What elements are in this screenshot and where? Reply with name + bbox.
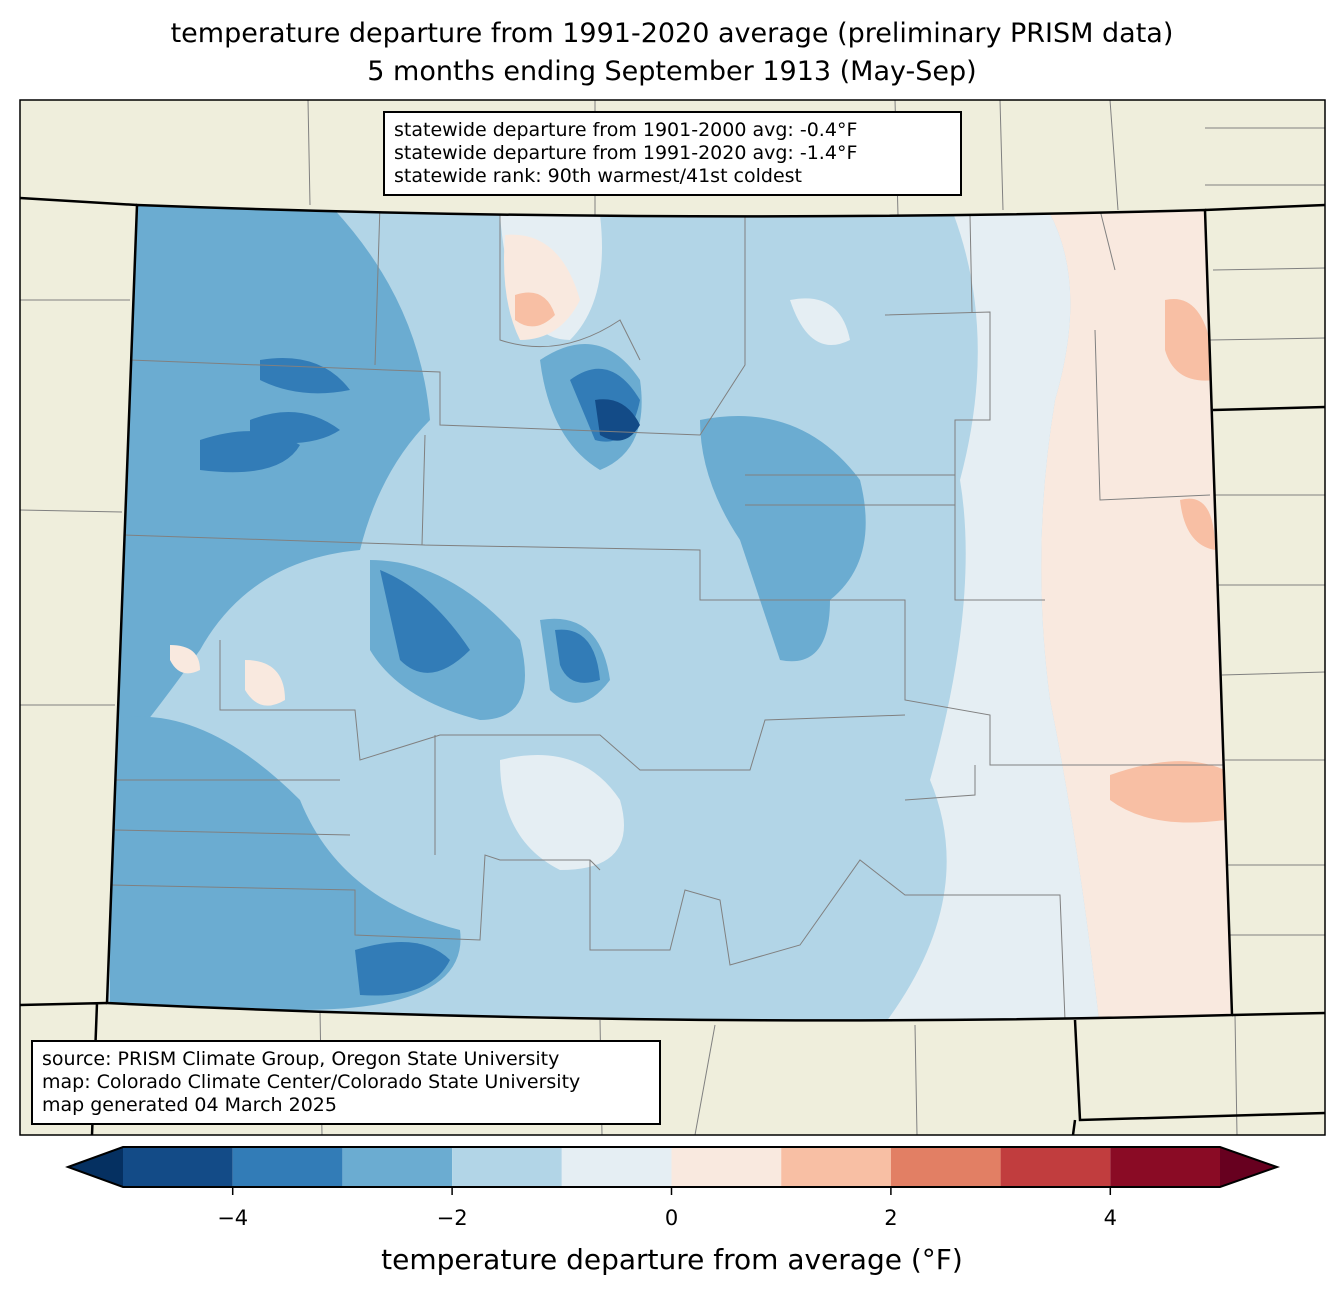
map-frame bbox=[19, 99, 1326, 1136]
colorbar-over-arrow bbox=[1220, 1147, 1277, 1187]
statewide-stats-box: statewide departure from 1901-2000 avg: … bbox=[383, 111, 962, 196]
generated-date-line: map generated 04 March 2025 bbox=[42, 1094, 337, 1116]
colorbar-bin bbox=[1000, 1147, 1111, 1187]
colorbar-tick-label: −2 bbox=[436, 1206, 468, 1230]
colorbar-bin bbox=[232, 1147, 343, 1187]
chart-title: temperature departure from 1991-2020 ave… bbox=[170, 18, 1174, 49]
colorbar-bin bbox=[781, 1147, 891, 1187]
colorado-county-lines bbox=[107, 205, 1230, 1021]
colorbar-bin bbox=[123, 1147, 233, 1187]
colorbar bbox=[65, 1146, 1281, 1195]
colorbar-tick-label: 2 bbox=[884, 1206, 898, 1230]
colorbar-bin bbox=[671, 1147, 782, 1187]
map-credit-line: map: Colorado Climate Center/Colorado St… bbox=[42, 1071, 581, 1093]
colorbar-under-arrow bbox=[68, 1147, 123, 1187]
chart-subtitle: 5 months ending September 1913 (May-Sep) bbox=[367, 56, 977, 87]
colorbar-bin bbox=[561, 1147, 672, 1187]
stats-line-rank: statewide rank: 90th warmest/41st coldes… bbox=[394, 165, 803, 187]
colorbar-bin bbox=[1110, 1147, 1220, 1187]
source-line: source: PRISM Climate Group, Oregon Stat… bbox=[42, 1048, 560, 1070]
source-box: source: PRISM Climate Group, Oregon Stat… bbox=[31, 1040, 661, 1125]
colorbar-tick-label: 4 bbox=[1103, 1206, 1117, 1230]
colorbar-bin bbox=[890, 1147, 1001, 1187]
stats-line-1901-2000: statewide departure from 1901-2000 avg: … bbox=[394, 119, 858, 141]
stats-line-1991-2020: statewide departure from 1991-2020 avg: … bbox=[394, 142, 858, 164]
colorbar-bin bbox=[452, 1147, 562, 1187]
colorado-departure-field bbox=[107, 205, 1232, 1021]
colorbar-bin bbox=[342, 1147, 453, 1187]
colorbar-tick-label: −4 bbox=[217, 1206, 249, 1230]
colorbar-label: temperature departure from average (°F) bbox=[381, 1243, 963, 1276]
colorbar-outline bbox=[65, 1146, 1281, 1188]
colorbar-tick-label: 0 bbox=[664, 1206, 679, 1230]
